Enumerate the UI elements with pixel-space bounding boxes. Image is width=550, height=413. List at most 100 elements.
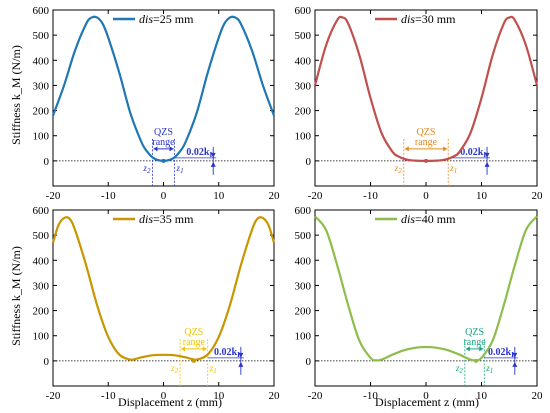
qzs-range-label: range: [152, 137, 175, 148]
legend-value: =25 mm: [153, 12, 194, 26]
legend-prefix: dis: [401, 212, 415, 226]
series-line: [314, 215, 538, 362]
z1-subscript: 1: [454, 167, 458, 175]
y-tick-label: 200: [295, 106, 312, 118]
z2-label: z2: [170, 363, 179, 375]
y-tick-label: 600: [295, 5, 312, 17]
threshold-label: 0.02kI: [186, 147, 212, 159]
threshold-subscript: I: [209, 151, 212, 159]
qzs-arrow-left: [153, 146, 158, 152]
legend-text: dis=30 mm: [401, 12, 456, 26]
series-line: [51, 216, 276, 361]
x-tick-label: 0: [161, 390, 167, 402]
x-tick-label: -20: [308, 390, 323, 402]
legend-prefix: dis: [139, 12, 153, 26]
y-tick-label: 500: [33, 230, 50, 242]
threshold-arrow-down: [484, 152, 490, 158]
z2-label: z2: [142, 163, 151, 175]
qzs-arrow-right: [443, 146, 448, 152]
equilibrium-point: [161, 158, 166, 163]
z2-subscript: 2: [398, 167, 402, 175]
y-axis-label-top: Stiffness k_M (N/m): [9, 45, 23, 145]
z1-subscript: 1: [180, 167, 184, 175]
x-tick-label: -10: [363, 390, 378, 402]
qzs-arrow-right: [169, 146, 174, 152]
legend-prefix: dis: [401, 12, 415, 26]
qzs-range-label: range: [415, 137, 438, 148]
y-tick-label: 0: [306, 156, 312, 168]
x-tick-label: 0: [161, 190, 167, 202]
threshold-subscript: I: [237, 351, 240, 359]
z1-label: z1: [176, 163, 184, 175]
x-tick-label: -20: [308, 190, 323, 202]
x-tick-label: -10: [101, 390, 116, 402]
threshold-arrow-down: [238, 352, 244, 358]
z2-label: z2: [394, 163, 403, 175]
y-tick-label: 500: [295, 30, 312, 42]
legend-value: =35 mm: [153, 212, 194, 226]
legend-text: dis=35 mm: [139, 212, 194, 226]
x-tick-label: 10: [213, 390, 225, 402]
x-tick-label: 20: [269, 190, 281, 202]
z2-subscript: 2: [147, 167, 151, 175]
x-tick-label: 0: [423, 190, 429, 202]
x-tick-label: -10: [101, 190, 116, 202]
z1-subscript: 1: [490, 367, 494, 375]
x-tick-label: -20: [46, 390, 61, 402]
threshold-label: 0.02kI: [460, 147, 486, 159]
threshold-arrow-up: [484, 161, 490, 167]
y-tick-label: 100: [295, 331, 312, 343]
x-tick-label: 20: [269, 390, 281, 402]
equilibrium-point: [473, 358, 478, 363]
threshold-arrow-up: [238, 361, 244, 367]
threshold-arrow-up: [512, 361, 518, 367]
legend-value: =40 mm: [415, 212, 456, 226]
y-tick-label: 200: [33, 306, 50, 318]
x-tick-label: -10: [363, 190, 378, 202]
threshold-label: 0.02kI: [214, 347, 240, 359]
y-tick-label: 400: [295, 55, 312, 67]
z2-label: z2: [455, 363, 464, 375]
legend-prefix: dis: [139, 212, 153, 226]
z2-subscript: 2: [175, 367, 179, 375]
x-tick-label: 10: [476, 390, 488, 402]
x-tick-label: 10: [213, 190, 225, 202]
y-tick-label: 400: [295, 255, 312, 267]
y-tick-label: 100: [33, 131, 50, 143]
y-tick-label: 500: [295, 230, 312, 242]
z1-label: z1: [209, 363, 217, 375]
x-tick-label: 10: [476, 190, 488, 202]
x-tick-label: 0: [423, 390, 429, 402]
plot-frame: [314, 209, 538, 387]
y-axis-label-bottom-text: Stiffness k_M (N/m): [9, 246, 23, 346]
z1-label: z1: [449, 163, 457, 175]
threshold-arrow-down: [512, 352, 518, 358]
y-tick-label: 0: [44, 356, 50, 368]
qzs-label: QZS: [465, 327, 484, 338]
qzs-label: QZS: [184, 327, 203, 338]
y-axis-label-top-text: Stiffness k_M (N/m): [9, 45, 23, 145]
y-tick-label: 600: [295, 205, 312, 217]
y-tick-label: 100: [33, 331, 50, 343]
legend-value: =30 mm: [415, 12, 456, 26]
qzs-label: QZS: [154, 127, 173, 138]
threshold-arrow-down: [210, 152, 216, 158]
y-tick-label: 300: [295, 280, 312, 292]
y-tick-label: 400: [33, 55, 50, 67]
threshold-arrow-up: [210, 161, 216, 167]
y-tick-label: 300: [295, 80, 312, 92]
y-tick-label: 500: [33, 30, 50, 42]
z1-subscript: 1: [213, 367, 217, 375]
y-tick-label: 200: [33, 106, 50, 118]
equilibrium-point: [191, 358, 196, 363]
x-axis-label-right: Displacement z (mm): [375, 395, 479, 409]
y-tick-label: 600: [33, 5, 50, 17]
qzs-arrow-right: [479, 346, 484, 352]
threshold-subscript: I: [511, 351, 514, 359]
y-tick-label: 400: [33, 255, 50, 267]
qzs-arrow-right: [202, 346, 207, 352]
